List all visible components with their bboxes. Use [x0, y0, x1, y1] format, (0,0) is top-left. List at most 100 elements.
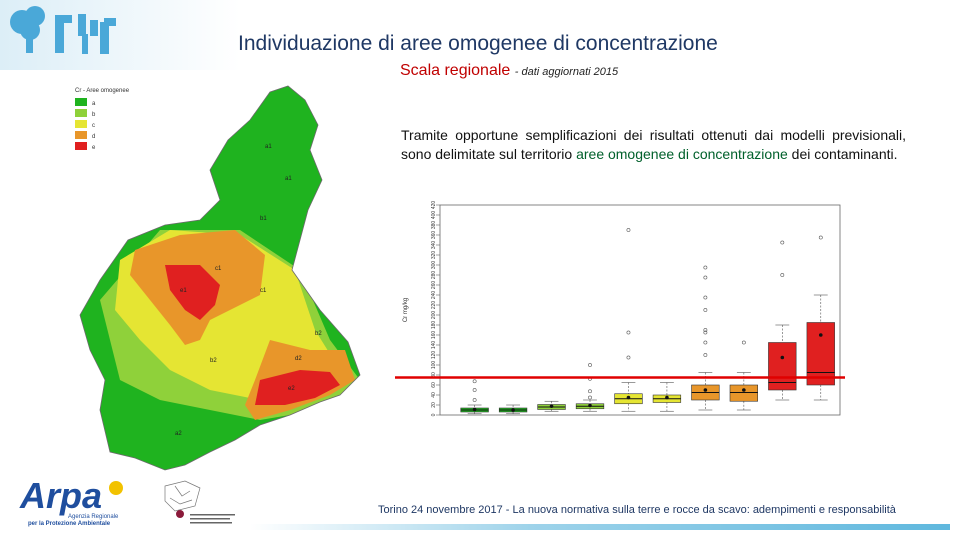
box-8	[729, 340, 758, 411]
description-highlight: aree omogenee di concentrazione	[576, 146, 788, 162]
zone-label: a2	[175, 431, 182, 437]
box-mean	[626, 395, 631, 400]
page-title: Individuazione di aree omogenee di conce…	[238, 32, 718, 55]
y-tick-label: 20	[431, 402, 437, 408]
zone-label: d2	[295, 356, 302, 362]
outlier	[703, 265, 708, 270]
arpa-sub1: Agenzia Regionale	[68, 514, 119, 520]
legend-swatch-a	[75, 98, 87, 106]
y-tick-label: 240	[431, 291, 437, 300]
outlier	[703, 308, 708, 312]
box-mean	[780, 355, 785, 360]
y-tick-label: 360	[431, 231, 437, 240]
event-logo	[0, 0, 240, 70]
box-mean	[472, 407, 477, 412]
outlier	[626, 355, 631, 360]
outlier	[472, 388, 477, 392]
zone-label: b2	[210, 358, 217, 364]
y-tick-label: 0	[431, 413, 437, 416]
y-tick-label: 300	[431, 261, 437, 270]
outlier	[626, 228, 631, 232]
box-mean	[588, 403, 592, 408]
outlier	[588, 363, 592, 367]
box-mean	[665, 395, 669, 400]
y-tick-label: 220	[431, 301, 437, 310]
outlier	[741, 340, 746, 345]
box-5	[614, 228, 643, 412]
box-mean	[549, 404, 554, 409]
y-axis-label: Cr mg/kg	[403, 298, 409, 322]
outlier	[703, 328, 708, 332]
legend-label-a: a	[92, 101, 96, 107]
outlier	[818, 235, 823, 240]
subtitle-note: - dati aggiornati 2015	[514, 66, 619, 78]
legend-label-b: b	[92, 112, 96, 118]
partner-logo	[164, 480, 235, 524]
legend-swatch-c	[75, 120, 87, 128]
y-tick-label: 80	[431, 372, 437, 378]
zone-label: e1	[180, 288, 187, 294]
zone-label: e2	[288, 386, 295, 392]
zone-label: c1	[215, 266, 222, 272]
outlier	[588, 389, 592, 394]
boxplot-chart: 0204060801001201401601802002202402602803…	[395, 201, 845, 416]
legend-label-e: e	[92, 145, 96, 151]
outlier	[703, 330, 708, 335]
zone-label: a1	[265, 144, 272, 150]
y-tick-label: 400	[431, 211, 437, 220]
zone-label: b1	[260, 216, 267, 222]
y-tick-label: 100	[431, 361, 437, 370]
zone-label: c1	[260, 288, 267, 294]
description-part1: Tramite opportune semplificazioni dei ri…	[401, 127, 906, 162]
outlier	[626, 330, 631, 335]
box-mean	[818, 333, 823, 337]
legend-swatch-b	[75, 109, 87, 117]
y-tick-label: 180	[431, 321, 437, 330]
box-body	[729, 384, 758, 402]
y-tick-label: 380	[431, 221, 437, 230]
subtitle-row: Scala regionale - dati aggiornati 2015	[400, 62, 618, 80]
description-text: Tramite opportune semplificazioni dei ri…	[401, 126, 906, 164]
subtitle: Scala regionale	[400, 62, 511, 79]
description-part2: dei contaminanti.	[787, 146, 898, 162]
arpa-logo-text: Arpa	[19, 475, 102, 516]
legend-label-d: d	[92, 134, 95, 140]
box-7	[691, 265, 720, 411]
box-mean	[703, 388, 708, 392]
zone-label: a1	[285, 176, 292, 182]
plot-frame	[439, 204, 841, 416]
box-9	[768, 240, 797, 401]
outlier	[703, 340, 708, 345]
footer-divider	[250, 524, 950, 530]
arpa-logo-emblem	[109, 481, 123, 495]
y-tick-label: 160	[431, 331, 437, 340]
legend-swatch-d	[75, 131, 87, 139]
outlier	[780, 273, 785, 277]
box-3	[537, 400, 566, 412]
y-tick-label: 200	[431, 311, 437, 320]
y-tick-label: 260	[431, 281, 437, 290]
y-tick-label: 340	[431, 241, 437, 250]
box-10	[806, 235, 835, 401]
outlier	[703, 295, 708, 300]
outlier	[703, 275, 708, 280]
box-6	[652, 382, 682, 412]
y-tick-label: 120	[431, 351, 437, 360]
outlier	[472, 379, 477, 384]
legend-swatch-e	[75, 142, 87, 150]
outlier	[703, 353, 708, 357]
box-body	[806, 322, 835, 386]
outlier	[588, 395, 592, 400]
box-mean	[742, 388, 746, 392]
arpa-sub2: per la Protezione Ambientale	[28, 521, 111, 527]
box-1	[460, 379, 489, 415]
footer-text: Torino 24 novembre 2017 - La nuova norma…	[378, 504, 896, 516]
y-tick-label: 320	[431, 251, 437, 260]
y-tick-label: 40	[431, 392, 437, 398]
y-tick-label: 420	[431, 201, 437, 210]
box-4	[575, 363, 605, 412]
y-tick-label: 60	[431, 382, 437, 388]
y-tick-label: 140	[431, 341, 437, 350]
